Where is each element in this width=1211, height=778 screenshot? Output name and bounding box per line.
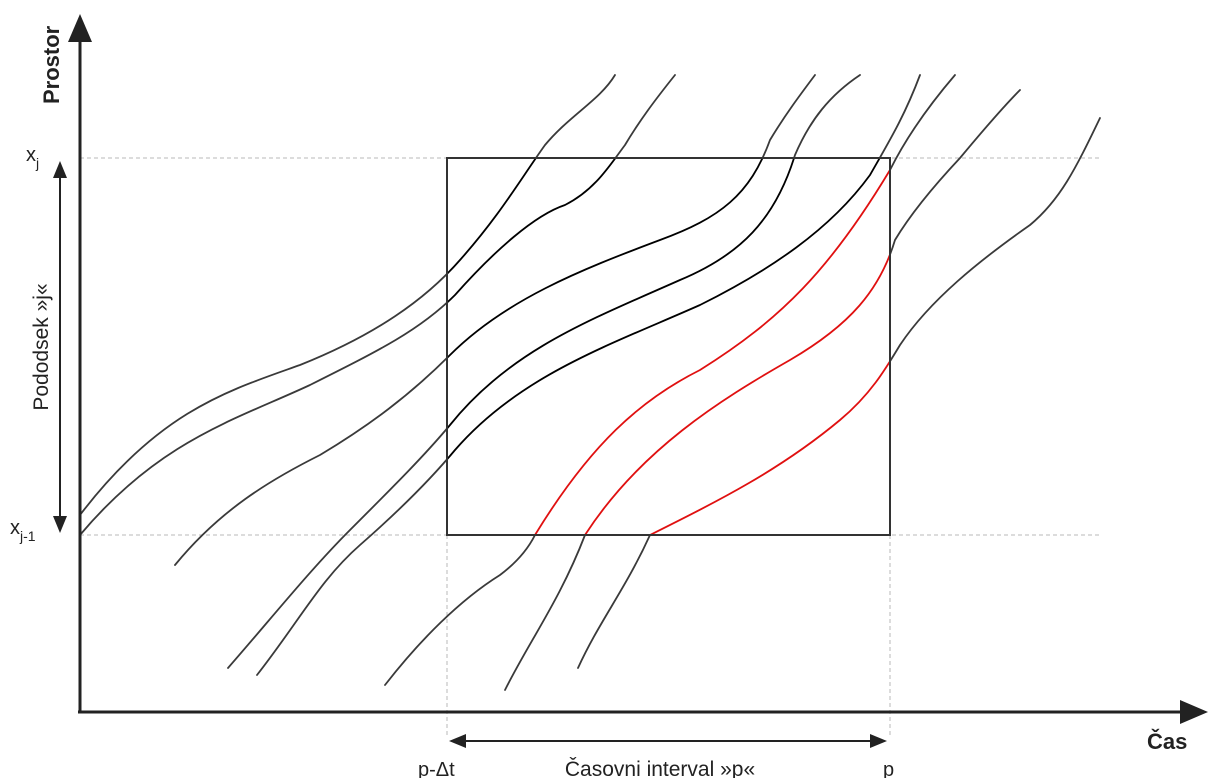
- trajectory-7-inside-highlighted: [584, 252, 890, 535]
- subsection-arrow-top: [53, 161, 67, 178]
- trajectories-inside-window: [447, 158, 890, 535]
- trajectory-2-inside: [447, 158, 617, 304]
- trajectory-1-inside: [447, 158, 538, 276]
- trajectory-6-inside-highlighted: [533, 168, 890, 535]
- t-start-label: p-Δt: [418, 759, 455, 778]
- trajectory-3-inside: [447, 158, 764, 360]
- interval-arrow-right: [870, 734, 887, 748]
- subsection-label: Pododsek »j«: [30, 283, 53, 410]
- trajectory-6-outside: [384, 74, 956, 686]
- y-axis-title: Prostor: [39, 25, 64, 104]
- trajectory-3-outside: [174, 74, 816, 566]
- t-end-label: p: [883, 759, 894, 778]
- trajectory-4-outside: [227, 74, 861, 669]
- trajectory-5-outside: [256, 74, 921, 676]
- x-axis-title: Čas: [1147, 729, 1187, 754]
- trajectory-5-inside: [447, 158, 881, 461]
- trajectory-2-outside: [79, 74, 676, 536]
- xj-label: xj: [26, 144, 39, 171]
- trajectory-4-inside: [447, 158, 795, 430]
- trajectory-7-outside: [504, 89, 1021, 691]
- subsection-arrow-bottom: [53, 516, 67, 533]
- interval-label: Časovni interval »p«: [565, 758, 755, 778]
- trajectory-1-outside: [79, 74, 616, 516]
- interval-arrow-left: [449, 734, 466, 748]
- x-axis-arrowhead: [1180, 700, 1208, 724]
- trajectory-8-outside: [577, 117, 1101, 669]
- y-axis-arrowhead: [68, 14, 92, 42]
- time-space-window: [446, 157, 891, 536]
- trajectory-8-inside-highlighted: [649, 359, 890, 535]
- trajectories-outside-window: [79, 74, 1101, 691]
- xj-1-label: xj-1: [10, 517, 36, 544]
